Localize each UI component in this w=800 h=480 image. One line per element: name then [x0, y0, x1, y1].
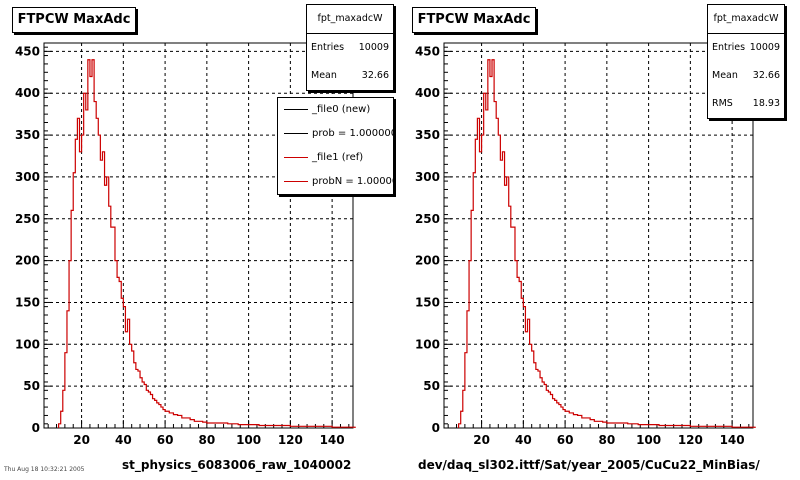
histogram-line [458, 59, 756, 428]
left-stats-name: fpt_maxadcW [307, 5, 393, 34]
y-tick-label: 350 [15, 128, 40, 142]
stats-key: Entries [712, 42, 746, 53]
legend-entry-probN: probN = 1.000000 [278, 170, 393, 194]
right-stats-name: fpt_maxadcW [708, 5, 784, 34]
right-title: FTPCW MaxAdc [412, 7, 536, 33]
x-tick-label: 60 [557, 433, 574, 447]
y-tick-label: 50 [23, 379, 40, 393]
x-tick-label: 20 [73, 433, 90, 447]
legend-swatch [284, 109, 308, 110]
y-tick-label: 100 [415, 337, 440, 351]
legend-entry-prob: prob = 1.000000 [278, 122, 393, 146]
legend-entry-file0: _file0 (new) [278, 98, 393, 122]
right-pad: 0 50 100 150 200 250 300 350 400 450 20 40 60 80 100 12… [400, 0, 800, 480]
y-tick-label: 50 [423, 379, 440, 393]
y-tick-label: 200 [415, 254, 440, 268]
stats-value: 32.66 [361, 70, 389, 81]
y-tick-label: 250 [415, 212, 440, 226]
y-tick-label: 0 [432, 421, 440, 435]
y-tick-label: 150 [15, 295, 40, 309]
x-tick-label: 20 [473, 433, 490, 447]
right-stats-mean: Mean 32.66 [708, 62, 784, 90]
x-tick-label: 140 [720, 433, 745, 447]
x-tick-label: 80 [598, 433, 615, 447]
histogram-line [58, 59, 356, 428]
stats-value: 18.93 [752, 98, 780, 109]
right-stats-rms: RMS 18.93 [708, 90, 784, 118]
y-tick-label: 200 [15, 254, 40, 268]
stats-key: Entries [311, 42, 345, 53]
left-stats-mean: Mean 32.66 [307, 62, 393, 90]
x-tick-label: 80 [198, 433, 215, 447]
y-tick-label: 450 [415, 44, 440, 58]
y-tick-label: 350 [415, 128, 440, 142]
left-stats-entries: Entries 10009 [307, 34, 393, 62]
right-footer: dev/daq_sl302.ittf/Sat/year_2005/CuCu22_… [418, 458, 760, 472]
left-pad: 0 50 100 150 200 250 300 350 400 450 20 40 60 80 100 12… [12, 4, 394, 472]
y-tick-label: 0 [32, 421, 40, 435]
right-histogram: 0 50 100 150 200 250 300 350 400 450 20 40 60 80 100 12… [415, 42, 756, 447]
left-histogram: 0 50 100 150 200 250 300 350 400 450 20 40 60 80 100 12… [15, 42, 356, 447]
legend-swatch [284, 181, 308, 182]
left-footer: st_physics_6083006_raw_1040002 [122, 458, 352, 472]
x-tick-label: 120 [678, 433, 703, 447]
legend-swatch [284, 133, 308, 134]
stats-value: 10009 [749, 42, 780, 53]
x-tick-label: 120 [278, 433, 303, 447]
y-tick-label: 150 [415, 295, 440, 309]
y-tick-label: 250 [15, 212, 40, 226]
left-stats-box: fpt_maxadcW Entries 10009 Mean 32.66 [306, 4, 394, 91]
y-tick-label: 400 [415, 86, 440, 100]
x-tick-label: 100 [636, 433, 661, 447]
x-tick-label: 140 [320, 433, 345, 447]
stats-key: RMS [712, 98, 733, 109]
y-tick-label: 300 [415, 170, 440, 184]
y-tick-label: 450 [15, 44, 40, 58]
y-tick-label: 100 [15, 337, 40, 351]
stats-value: 10009 [358, 42, 389, 53]
legend-label: prob = 1.000000 [312, 128, 394, 139]
legend: _file0 (new) prob = 1.000000 _file1 (ref… [277, 97, 394, 195]
y-tick-label: 400 [15, 86, 40, 100]
right-stats-entries: Entries 10009 [708, 34, 784, 62]
x-tick-label: 40 [115, 433, 132, 447]
stats-key: Mean [712, 70, 738, 81]
stats-key: Mean [311, 70, 337, 81]
stats-value: 32.66 [752, 70, 780, 81]
x-tick-label: 40 [515, 433, 532, 447]
legend-label: _file0 (new) [312, 104, 371, 115]
legend-entry-file1: _file1 (ref) [278, 146, 393, 170]
legend-label: probN = 1.000000 [312, 176, 393, 187]
x-tick-label: 60 [157, 433, 174, 447]
timestamp-text: Thu Aug 18 10:32:21 2005 [4, 466, 85, 473]
legend-swatch [284, 157, 308, 158]
legend-label: _file1 (ref) [312, 152, 364, 163]
right-stats-box: fpt_maxadcW Entries 10009 Mean 32.66 RMS… [707, 4, 785, 119]
x-tick-label: 100 [236, 433, 261, 447]
left-title: FTPCW MaxAdc [12, 7, 136, 33]
y-tick-label: 300 [15, 170, 40, 184]
